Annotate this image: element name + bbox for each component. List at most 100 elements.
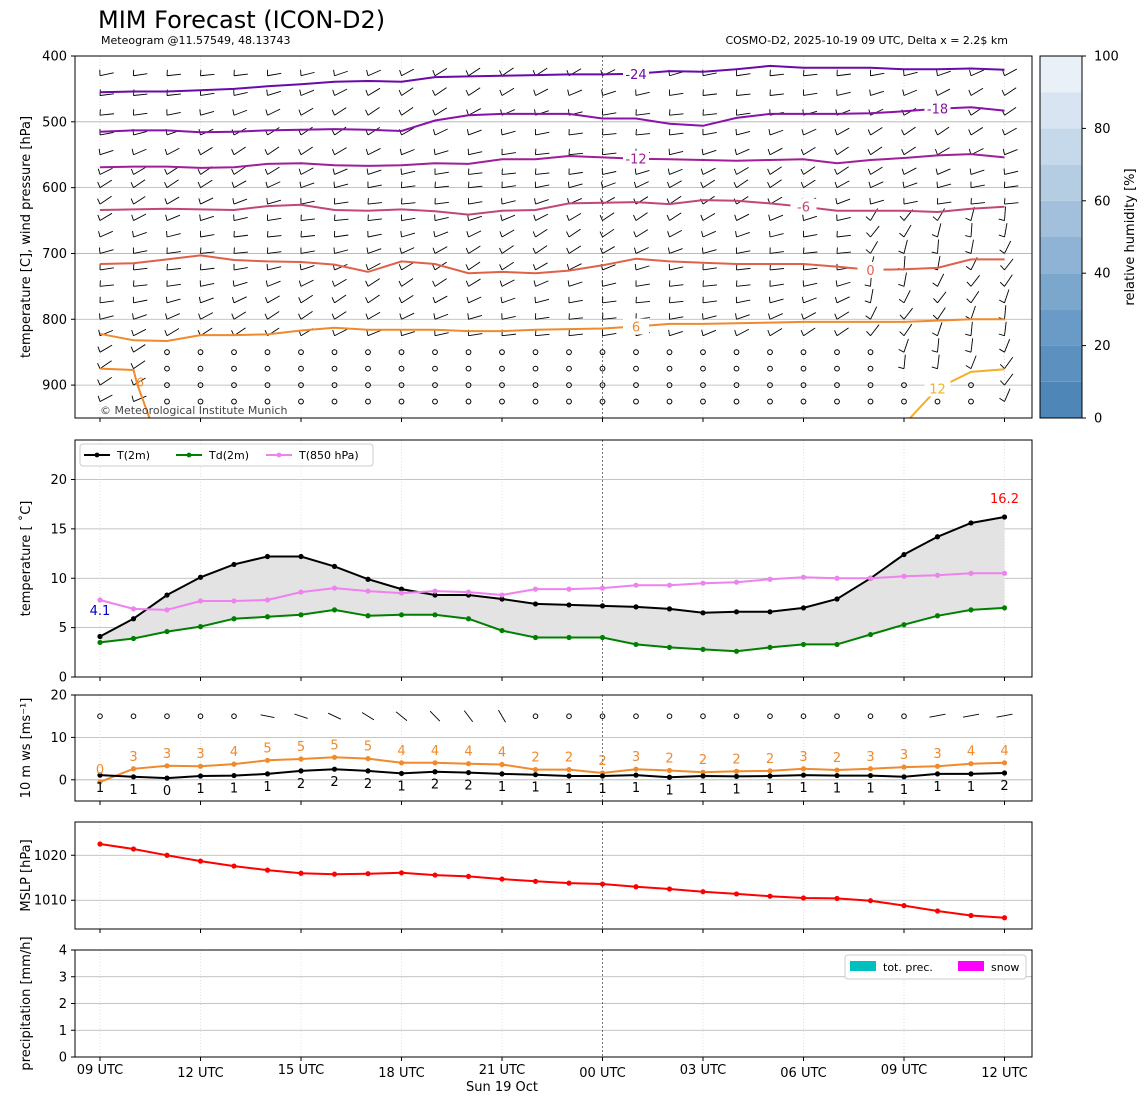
temperature-ytick-label: 5 [59, 621, 67, 636]
upper-air-ytick-label: 500 [42, 115, 67, 130]
wind-barb-flag [131, 148, 134, 155]
calm-wind-marker [432, 382, 438, 388]
calm-wind-marker [365, 382, 371, 388]
wind-barb-flag [332, 89, 335, 96]
gust-point [934, 763, 941, 769]
calm-wind-marker [298, 382, 304, 388]
wind-barb [669, 113, 684, 116]
wind-barb [401, 262, 414, 271]
wind-barb-10m [996, 713, 1013, 718]
isotherm-line [99, 318, 1005, 343]
t2m-series-point [566, 602, 572, 608]
gust-point [867, 766, 874, 772]
precipitation-frame [74, 949, 1033, 1058]
wind-barb [602, 264, 616, 271]
wind-barb [870, 241, 878, 254]
t850-series-point [331, 585, 338, 591]
wind-barb-flag [965, 350, 972, 353]
wind-barb [99, 377, 112, 386]
gust-value-label: 4 [230, 745, 238, 760]
wind-barb [535, 245, 548, 254]
wind-barb [870, 72, 885, 77]
wind-barb [334, 328, 348, 337]
wind-barb [937, 223, 942, 238]
gust-point [164, 763, 170, 769]
wind-barb [669, 284, 684, 287]
mslp-point [264, 867, 271, 873]
wind-barb-10m [463, 710, 474, 723]
wind-barb [367, 248, 382, 254]
mslp-point [934, 908, 941, 914]
wind-barb [836, 251, 851, 254]
wind-barb-flag [265, 297, 268, 303]
wind-barb [401, 149, 415, 156]
wind-barb [166, 268, 181, 271]
isotherm-label-bg [623, 318, 649, 335]
wind-barb [803, 166, 816, 175]
temperature-legend-box [79, 443, 374, 467]
wind-barb-flag [898, 366, 905, 370]
td2m-series-point [867, 631, 874, 638]
colorbar-tick-label: 80 [1094, 122, 1111, 137]
wind-barb [903, 290, 911, 304]
wind-barb [468, 201, 483, 205]
gust-value-label: 3 [933, 747, 941, 762]
wind-barb [468, 87, 481, 96]
gust-value-label: 4 [498, 746, 506, 761]
calm-wind-marker [532, 398, 539, 405]
precip-legend-swatch [850, 961, 876, 971]
wind-barb-flag [399, 69, 402, 76]
wind-barb [267, 90, 281, 96]
mean-wind-point [599, 773, 606, 779]
calm-wind-marker [901, 398, 907, 405]
wind-barb-flag [968, 109, 972, 116]
wind-barb [133, 231, 147, 238]
wind-barb-flag [99, 56, 100, 57]
day-label: Sun 19 Oct [466, 1080, 538, 1095]
wind-barb [434, 278, 447, 287]
wind-barb-flag [432, 280, 436, 287]
td2m-series-point [834, 641, 840, 648]
t2m-series-point [97, 633, 103, 640]
wind-barb-flag [834, 168, 838, 175]
wind-barb [836, 198, 851, 205]
wind-barb [803, 179, 816, 189]
calm-wind-marker-10m [197, 713, 204, 720]
calm-wind-marker [566, 398, 572, 405]
wind-barb [568, 89, 583, 96]
wind-barb-flag [733, 168, 737, 175]
wind-barb [635, 133, 650, 136]
td2m-series-point [901, 622, 907, 628]
wind-barb-flag [999, 281, 1005, 287]
wind-barb [166, 166, 179, 175]
colorbar-band [1040, 237, 1082, 274]
wind-barb-flag [265, 181, 268, 188]
wind-barb [669, 316, 684, 320]
wind-barb-flag [998, 218, 1005, 221]
isotherm-line-surface [99, 367, 151, 418]
gust-point [532, 767, 539, 773]
wind-barb [367, 278, 380, 287]
mean-wind-value-label: 2 [364, 777, 372, 792]
wind-barb [769, 179, 782, 189]
t2m-series-line [99, 516, 1005, 638]
wind-barb [970, 321, 973, 336]
wind-barb-flag [433, 231, 436, 238]
mean-wind-point [767, 773, 773, 779]
wind-barb-flag [835, 198, 838, 205]
wind-barb [434, 201, 449, 205]
upper-air-ytick-label: 600 [42, 181, 67, 196]
wind-barb [501, 200, 516, 205]
colorbar-tick-label: 60 [1094, 194, 1111, 209]
wind-barb-flag [768, 296, 771, 303]
t850-series-point [599, 585, 606, 591]
wind-barb-flag [801, 296, 804, 303]
wind-barb-flag [669, 56, 670, 57]
wind-barb [99, 394, 113, 402]
wind-barb [602, 56, 604, 57]
mslp-point [197, 858, 204, 864]
upper-air-ytick-label: 800 [42, 313, 67, 328]
wind-barb-flag [767, 168, 771, 175]
wind-barb [468, 172, 483, 175]
wind-barb [937, 126, 950, 136]
